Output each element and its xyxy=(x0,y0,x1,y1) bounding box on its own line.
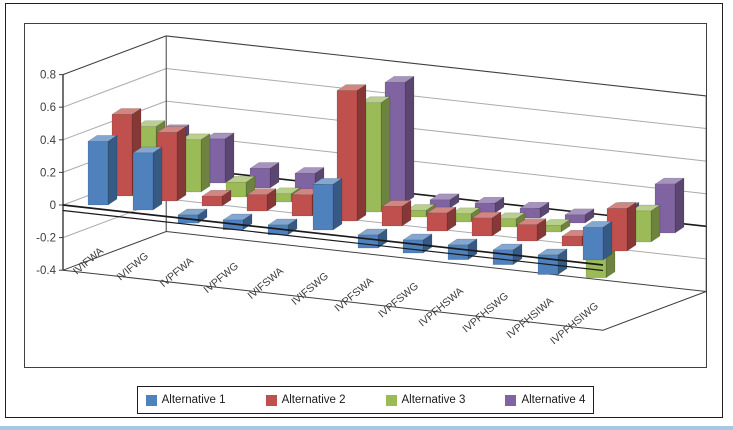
gridline-side xyxy=(62,68,167,108)
y-axis-tick-label: 0.4 xyxy=(40,135,57,147)
bar-alternative3-IVPFHSIWG-side xyxy=(650,204,661,243)
bar-alternative2-IVPFHSWA xyxy=(471,217,493,237)
bar-alternative1-IVIFSWG xyxy=(312,184,334,231)
box-top-back-edge xyxy=(166,35,707,97)
y-axis-tick-label: -0.4 xyxy=(36,265,56,277)
bar-alternative4-IVPFHSWG xyxy=(564,214,586,224)
legend-label-alt4: Alternative 4 xyxy=(521,394,586,406)
legend-label-alt3: Alternative 3 xyxy=(401,394,466,406)
bar-alternative1-IVPFHSWA xyxy=(447,244,469,260)
legend: Alternative 1 Alternative 2 Alternative … xyxy=(137,386,594,414)
category-axis-line xyxy=(62,209,604,272)
gridline-back xyxy=(166,100,707,162)
bar-alternative1-IVPFHSIWG xyxy=(582,227,604,261)
bar-alternative2-IVPFWG xyxy=(246,194,268,212)
legend-swatch-alt1 xyxy=(145,394,157,406)
window-edge-strip xyxy=(0,426,733,430)
legend-item-alt4: Alternative 4 xyxy=(505,394,585,406)
bar-alternative2-IVIFWG-side xyxy=(176,126,187,202)
bar-alternative2-IVPFHSIWA xyxy=(561,235,583,247)
bar-alternative1-IVPFHSWG xyxy=(492,249,514,265)
bar-alternative1-IVIFWG xyxy=(132,152,154,211)
figure-outer-border xyxy=(5,3,723,418)
bar-alternative1-IVPFHSIWG-side xyxy=(602,220,613,261)
legend-item-alt3: Alternative 3 xyxy=(385,394,466,406)
gridline-back xyxy=(166,133,707,195)
bar-alternative4-IVIFWG-side xyxy=(224,132,235,184)
bar-alternative2-IVPFWA xyxy=(201,195,223,207)
bar-alternative3-IVIFSWG-side xyxy=(380,96,391,213)
bar-alternative2-IVPFSWG xyxy=(426,212,448,232)
bar-alternative2-IVPFHSWG xyxy=(516,224,538,242)
y-axis-tick-label: 0.8 xyxy=(40,70,56,82)
bar-alternative1-IVIFWA-side xyxy=(107,134,118,206)
bar-alternative2-IVPFHSIWG-side xyxy=(626,202,637,252)
bar-alternative4-IVIFSWG-side xyxy=(404,75,415,204)
legend-swatch-alt3 xyxy=(385,394,397,406)
zero-line-front xyxy=(62,204,604,266)
y-axis-tick-label: 0.2 xyxy=(40,167,56,179)
bar-alternative1-IVIFWA xyxy=(87,141,109,206)
bar-alternative3-IVIFWG-side xyxy=(200,133,211,193)
gridline-back xyxy=(166,68,707,129)
y-axis-tick-label: 0 xyxy=(50,200,56,212)
bar-alternative1-IVIFWG-side xyxy=(152,146,163,211)
y-axis-tick-label: 0.6 xyxy=(40,102,56,114)
y-axis-tick-label: -0.2 xyxy=(36,233,56,245)
bar-alternative1-IVPFSWG xyxy=(402,239,424,254)
legend-swatch-alt4 xyxy=(505,394,517,406)
bar-alternative1-IVPFSWA xyxy=(357,234,379,249)
legend-label-alt2: Alternative 2 xyxy=(281,394,346,406)
bar-alternative2-IVPFSWA xyxy=(381,206,403,227)
bar-alternative2-IVIFSWG-side xyxy=(356,84,367,222)
bar-alternative1-IVIFSWG-side xyxy=(332,177,343,231)
legend-item-alt2: Alternative 2 xyxy=(265,394,346,406)
bar-alternative2-IVIFSWA xyxy=(291,194,313,217)
bar-alternative4-IVPFHSIWG-side xyxy=(674,177,685,234)
legend-label-alt1: Alternative 1 xyxy=(161,394,226,406)
legend-item-alt1: Alternative 1 xyxy=(145,394,226,406)
legend-swatch-alt2 xyxy=(265,394,277,406)
box-top-left-edge xyxy=(62,35,167,76)
